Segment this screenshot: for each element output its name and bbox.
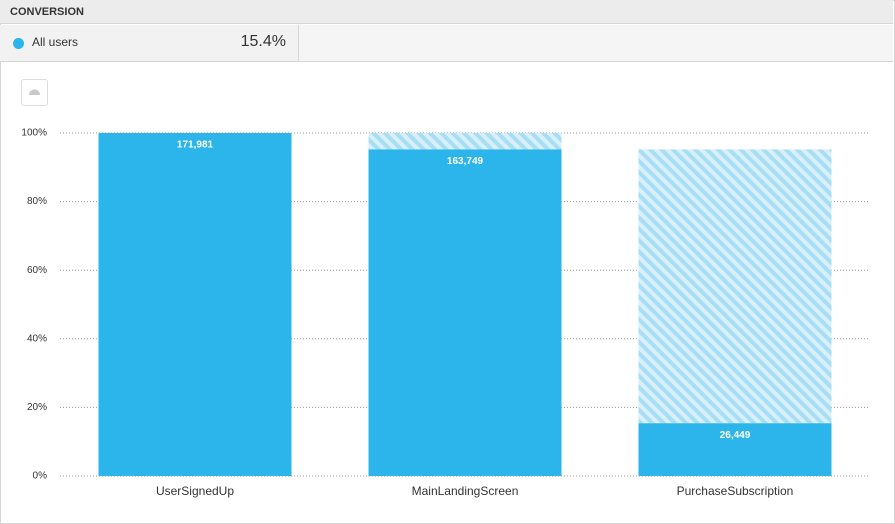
- y-tick-label: 60%: [27, 265, 47, 276]
- y-tick-label: 80%: [27, 196, 47, 207]
- drop-off: [638, 149, 832, 424]
- data-label: 163,749: [447, 156, 484, 167]
- conversion-value: 15.4%: [240, 33, 286, 50]
- bar: [638, 423, 832, 476]
- data-label: 26,449: [720, 430, 751, 441]
- y-tick-label: 100%: [21, 128, 47, 139]
- x-tick-label: MainLandingScreen: [412, 484, 519, 498]
- bar: [368, 149, 562, 477]
- drop-off: [368, 133, 562, 150]
- panel-title: CONVERSION: [0, 0, 893, 24]
- icon: [29, 89, 40, 95]
- legend[interactable]: All users 15.4%: [0, 25, 299, 62]
- x-tick-label: UserSignedUp: [156, 484, 234, 498]
- y-tick-label: 40%: [27, 333, 47, 344]
- y-tick-label: 20%: [27, 402, 47, 413]
- legend-bar: [299, 25, 893, 62]
- data-label: 171,981: [177, 140, 214, 151]
- legend-label: All users: [32, 35, 79, 49]
- y-tick-label: 0%: [33, 471, 48, 482]
- bar: [98, 133, 292, 476]
- chart-type-button[interactable]: [21, 79, 48, 106]
- legend-swatch: [13, 38, 24, 49]
- x-tick-label: PurchaseSubscription: [677, 484, 794, 498]
